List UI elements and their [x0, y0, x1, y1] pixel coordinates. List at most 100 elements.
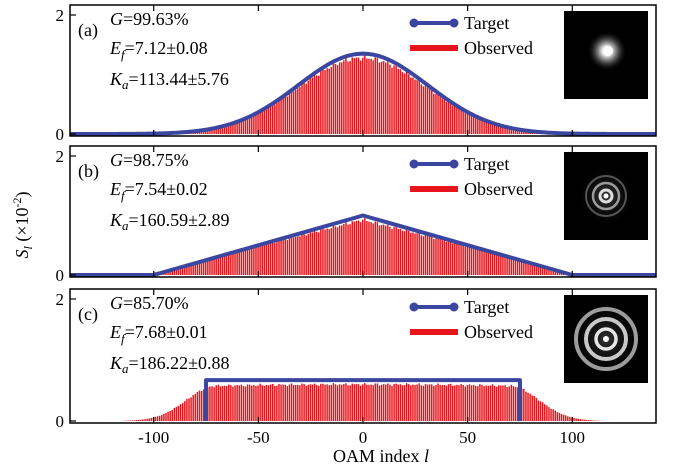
- observed-bar: [474, 117, 477, 134]
- observed-bar: [320, 229, 322, 275]
- observed-bar: [271, 384, 274, 421]
- ef-value: Ef=7.12±0.08: [109, 38, 208, 62]
- observed-bar: [550, 267, 552, 275]
- observed-bar: [412, 232, 414, 275]
- observed-bar: [271, 104, 274, 134]
- observed-bar: [537, 264, 540, 275]
- observed-bar: [504, 255, 506, 275]
- observed-bar: [439, 384, 441, 421]
- observed-bar: [460, 109, 462, 134]
- observed-bar: [307, 80, 310, 134]
- observed-bar: [460, 243, 462, 275]
- observed-bar: [184, 401, 186, 421]
- observed-bar: [196, 261, 199, 275]
- observed-bar: [359, 60, 362, 134]
- observed-bar: [481, 249, 483, 275]
- observed-bar: [334, 63, 337, 135]
- observed-bar: [372, 223, 374, 275]
- observed-bar: [512, 128, 515, 134]
- observed-bar: [497, 125, 500, 134]
- observed-bar: [414, 233, 416, 275]
- observed-bar: [131, 420, 134, 421]
- observed-bar: [202, 389, 205, 421]
- observed-bar: [138, 419, 140, 421]
- observed-bar: [217, 255, 220, 275]
- observed-bar: [384, 225, 387, 275]
- legend: Target Observed: [409, 154, 533, 199]
- observed-bar: [424, 235, 427, 275]
- observed-bar: [177, 405, 180, 421]
- observed-bar: [527, 261, 529, 275]
- observed-bar: [343, 60, 345, 134]
- observed-bar: [460, 384, 462, 421]
- observed-bar: [171, 409, 173, 421]
- observed-bar: [263, 245, 266, 275]
- observed-bar: [215, 256, 217, 275]
- legend: Target Observed: [409, 297, 533, 342]
- observed-bar: [158, 415, 161, 421]
- observed-bar: [458, 244, 460, 275]
- observed-bar: [389, 384, 391, 421]
- observed-bar: [489, 123, 492, 134]
- observed-bar: [305, 235, 307, 275]
- observed-bar: [236, 251, 238, 275]
- observed-bar: [495, 386, 498, 421]
- observed-bar: [311, 232, 314, 275]
- observed-bar: [560, 413, 563, 421]
- observed-bar: [466, 384, 469, 421]
- observed-bar: [133, 420, 136, 421]
- observed-bar: [525, 391, 527, 421]
- observed-bar: [225, 254, 228, 275]
- observed-bar: [309, 384, 312, 421]
- observed-bar: [514, 386, 517, 421]
- observed-bar: [521, 259, 523, 275]
- observed-bar: [397, 384, 400, 421]
- observed-bar: [192, 262, 194, 275]
- observed-bar: [278, 240, 280, 275]
- observed-bar: [416, 233, 418, 275]
- x-tick-label: 50: [459, 428, 476, 447]
- observed-bar: [420, 235, 423, 275]
- observed-bar: [257, 113, 259, 134]
- observed-bar: [225, 386, 228, 421]
- observed-bar: [204, 259, 207, 275]
- observed-bar: [489, 385, 492, 421]
- observed-bar: [552, 409, 554, 421]
- observed-bar: [221, 255, 224, 275]
- observed-bar: [554, 410, 556, 421]
- observed-bar: [506, 386, 508, 421]
- y-axis-label: Sl (×10-2): [10, 192, 35, 259]
- observed-bar: [307, 233, 310, 275]
- observed-bar: [516, 259, 519, 275]
- observed-bar: [202, 260, 205, 275]
- observed-bar: [462, 245, 464, 275]
- observed-bar: [175, 266, 178, 275]
- observed-bar: [286, 386, 289, 421]
- observed-bar: [441, 385, 443, 421]
- observed-bar: [338, 225, 341, 275]
- observed-bar: [198, 390, 201, 421]
- observed-bar: [230, 385, 232, 421]
- observed-bar: [274, 104, 276, 134]
- observed-bar: [437, 93, 439, 134]
- observed-bar: [357, 384, 360, 421]
- observed-bar: [477, 386, 479, 421]
- observed-bar: [508, 386, 510, 421]
- observed-bar: [175, 406, 178, 421]
- observed-bar: [370, 384, 372, 421]
- observed-bar: [518, 259, 521, 275]
- observed-bar: [142, 419, 144, 421]
- observed-bar: [338, 384, 341, 421]
- observed-bar: [244, 386, 247, 421]
- observed-bar: [299, 385, 301, 421]
- observed-bar: [416, 80, 418, 134]
- observed-bar: [479, 248, 481, 275]
- observed-bar: [311, 384, 314, 421]
- observed-bar: [483, 251, 485, 275]
- observed-bar: [585, 419, 588, 421]
- observed-bar: [255, 247, 257, 275]
- legend-observed-label: Observed: [464, 38, 533, 58]
- observed-bar: [215, 385, 217, 421]
- observed-bar: [186, 398, 188, 421]
- observed-bar: [504, 127, 506, 134]
